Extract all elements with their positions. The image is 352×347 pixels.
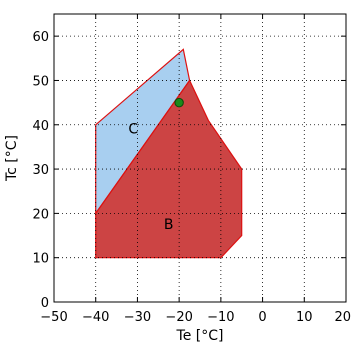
x-tick-label: 20 xyxy=(334,310,351,325)
x-tick-label: −20 xyxy=(165,310,192,325)
x-axis-title: Te [°C] xyxy=(176,328,224,344)
x-tick-label: 0 xyxy=(258,310,266,325)
plot-frame xyxy=(53,13,347,303)
y-tick-label: 40 xyxy=(32,119,49,134)
data-points xyxy=(174,97,184,108)
x-tick-label: −50 xyxy=(40,310,67,325)
y-tick-label: 0 xyxy=(41,296,49,311)
grid xyxy=(54,14,346,302)
region-label-c: C xyxy=(128,122,138,138)
region-label-b: B xyxy=(164,217,174,233)
y-tick-label: 60 xyxy=(32,30,49,45)
y-axis-title: Tc [°C] xyxy=(4,135,20,182)
data-point xyxy=(174,97,184,108)
plot-area: CB xyxy=(53,13,347,303)
regions xyxy=(95,48,243,259)
x-tick-label: −10 xyxy=(207,310,234,325)
x-axis: −50 −40 −30 −20 −10 0 10 20 xyxy=(40,14,351,325)
y-tick-label: 10 xyxy=(32,252,49,267)
region-b xyxy=(95,79,243,259)
y-tick-label: 30 xyxy=(32,163,49,178)
y-axis: 0 10 20 30 40 50 60 xyxy=(32,30,346,311)
x-tick-label: 10 xyxy=(296,310,313,325)
x-tick-label: −30 xyxy=(124,310,151,325)
region-labels: CB xyxy=(128,122,173,233)
y-tick-label: 20 xyxy=(32,207,49,222)
x-tick-label: −40 xyxy=(82,310,109,325)
y-tick-label: 50 xyxy=(32,74,49,89)
